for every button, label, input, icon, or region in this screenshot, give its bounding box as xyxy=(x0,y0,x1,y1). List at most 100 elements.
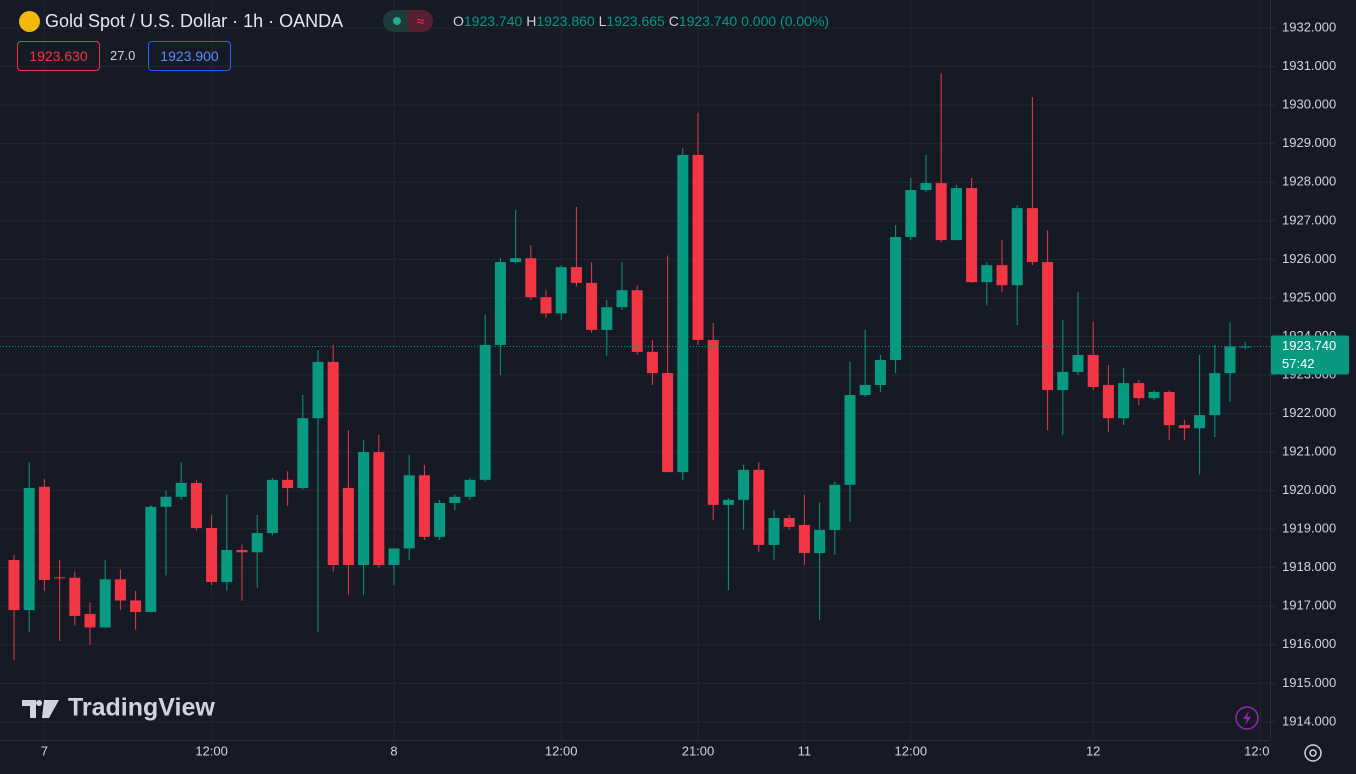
candle-body xyxy=(297,418,309,488)
candle-body xyxy=(312,361,324,419)
candle-body xyxy=(768,518,780,545)
sell-button[interactable]: 1923.630 xyxy=(17,41,100,71)
y-tick-label: 1914.000 xyxy=(1282,713,1336,728)
last-price-tag xyxy=(1271,335,1349,375)
countdown-label: 57:42 xyxy=(1282,356,1315,371)
candle-body xyxy=(145,506,157,613)
candle-body xyxy=(722,499,734,505)
candle-body xyxy=(282,479,294,488)
ohlc-value: 1923.860 xyxy=(536,13,595,29)
candle-body xyxy=(738,469,750,500)
y-tick-label: 1921.000 xyxy=(1282,444,1336,459)
y-tick-label: 1922.000 xyxy=(1282,405,1336,420)
candle-body xyxy=(418,475,430,537)
candle-body xyxy=(342,487,354,566)
ohlc-label: C xyxy=(668,13,679,29)
candle-body xyxy=(206,528,218,582)
candle-body xyxy=(54,577,66,579)
candle-body xyxy=(114,579,126,601)
candle-body xyxy=(449,496,461,503)
candle-body xyxy=(434,502,446,537)
y-tick-label: 1918.000 xyxy=(1282,559,1336,574)
ohlc-value: 1923.665 xyxy=(606,13,665,29)
candle-body xyxy=(23,487,35,611)
ohlc-value: 1923.740 xyxy=(678,13,738,29)
x-tick-label: 12:00 xyxy=(545,743,578,758)
candle-body xyxy=(707,339,719,505)
candle-body xyxy=(1133,383,1145,399)
candle-body xyxy=(1148,391,1160,399)
candle-body xyxy=(905,190,917,238)
candle-body xyxy=(1178,425,1190,429)
candle-body xyxy=(510,258,522,263)
candle-body xyxy=(1042,262,1054,391)
x-tick-label: 12 xyxy=(1086,743,1100,758)
candle-body xyxy=(525,258,537,298)
candle-body xyxy=(221,549,233,582)
status-toggle[interactable]: ≈ xyxy=(383,10,433,32)
candle-body xyxy=(753,469,765,545)
candle-body xyxy=(996,265,1008,286)
candle-body xyxy=(540,297,552,314)
candle-body xyxy=(8,560,20,611)
watermark: TradingView xyxy=(68,694,215,722)
x-tick-label: 21:00 xyxy=(682,743,715,758)
candle-body xyxy=(373,452,385,566)
ohlc-label: H xyxy=(526,13,537,29)
ohlc-label: O xyxy=(453,13,464,29)
candle-body xyxy=(160,496,172,507)
x-tick-label: 12:00 xyxy=(195,743,228,758)
candle-body xyxy=(251,533,263,553)
candle-body xyxy=(874,359,886,386)
y-tick-label: 1930.000 xyxy=(1282,97,1336,112)
settings-button[interactable] xyxy=(1304,744,1322,762)
y-tick-label: 1929.000 xyxy=(1282,135,1336,150)
y-tick-label: 1916.000 xyxy=(1282,636,1336,651)
candle-body xyxy=(236,549,248,553)
candle-body xyxy=(358,452,370,566)
candle-body xyxy=(950,188,962,241)
candle-body xyxy=(677,154,689,473)
candle-body xyxy=(464,479,476,497)
candle-body xyxy=(783,518,795,527)
candle-body xyxy=(829,484,841,530)
candle-body xyxy=(1163,391,1175,426)
price-scale[interactable] xyxy=(1270,0,1356,774)
candle-body xyxy=(1194,415,1206,429)
candle-body xyxy=(1209,373,1221,416)
spread: 27.0 xyxy=(110,48,136,63)
candle-body xyxy=(1118,383,1130,419)
buy-button[interactable]: 1923.900 xyxy=(148,41,231,71)
candle-body xyxy=(388,548,400,566)
candle-body xyxy=(1224,346,1236,374)
candle-body xyxy=(662,373,674,473)
symbol-title[interactable]: Gold Spot / U.S. Dollar · 1h · OANDA xyxy=(45,11,344,31)
ohlc-value: 1923.740 xyxy=(463,13,523,29)
candle-body xyxy=(646,351,658,374)
y-tick-label: 1919.000 xyxy=(1282,521,1336,536)
y-tick-label: 1931.000 xyxy=(1282,58,1336,73)
watermark-logo: TradingView xyxy=(22,694,215,722)
candle-body xyxy=(175,482,187,497)
candle-body xyxy=(99,579,111,628)
candle-body xyxy=(859,385,871,396)
candle-body xyxy=(69,577,81,616)
x-tick-label: 11 xyxy=(798,743,812,758)
candle-body xyxy=(798,524,810,554)
symbol-logo xyxy=(19,11,40,32)
candle-body xyxy=(1087,354,1099,387)
y-tick-label: 1927.000 xyxy=(1282,212,1336,227)
x-tick-label: 7 xyxy=(41,743,48,758)
candle-body xyxy=(844,395,856,485)
alert-button[interactable] xyxy=(1235,706,1259,730)
y-tick-label: 1928.000 xyxy=(1282,174,1336,189)
candle-body xyxy=(966,188,978,283)
candle-body xyxy=(586,282,598,330)
candle-body xyxy=(981,265,993,283)
x-tick-label: 8 xyxy=(390,743,397,758)
candle-body xyxy=(479,344,491,480)
y-tick-label: 1915.000 xyxy=(1282,675,1336,690)
y-tick-label: 1917.000 xyxy=(1282,598,1336,613)
